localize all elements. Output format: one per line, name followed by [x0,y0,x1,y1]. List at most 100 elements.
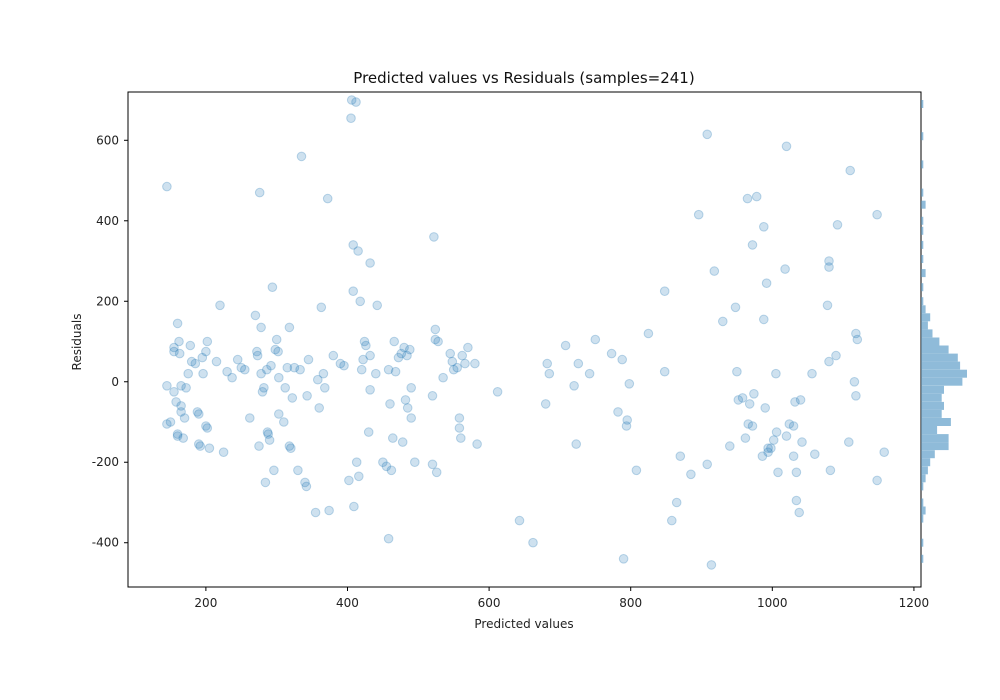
scatter-point [176,401,186,411]
scatter-point [780,264,790,274]
histogram-bar [921,442,949,451]
scatter-point [766,443,776,454]
histogram-bar [921,353,958,362]
scatter-point [751,191,762,202]
scatter-point [293,465,303,476]
scatter-point [204,443,215,454]
scatter-point [732,366,742,377]
scatter-point [335,358,346,369]
scatter-point [287,393,298,403]
y-tick-label: -400 [92,536,119,550]
scatter-point [383,533,394,544]
scatter-point [176,381,186,391]
scatter-point [185,340,196,351]
scatter-point [256,322,266,333]
scatter-point [227,372,237,383]
scatter-point [260,477,271,488]
scatter-point [363,427,374,437]
scatter-point [686,469,696,480]
scatter-point [300,477,310,488]
scatter-point [351,457,362,468]
histogram-bar [921,393,942,402]
histogram-bar [921,450,935,459]
scatter-point [763,443,773,454]
scatter-point [514,515,525,526]
marginal-histogram [921,100,967,563]
scatter-point [365,385,375,395]
scatter-point [807,368,817,379]
scatter-point [399,342,409,353]
scatter-point [202,336,213,347]
scatter-point [262,427,273,437]
scatter-point [659,286,670,297]
histogram-bar [921,385,944,394]
scatter-point [339,360,349,371]
scatter-point [316,302,327,313]
scatter-point [784,419,795,429]
scatter-point [324,505,334,516]
scatter-point [810,449,820,460]
scatter-point [759,314,769,325]
scatter-point [215,300,225,311]
histogram-bar [921,514,924,523]
scatter-point [631,465,642,476]
scatter-point [320,383,330,393]
scatter-point [831,350,841,361]
scatter-point [351,97,361,107]
scatter-point [267,282,278,293]
histogram-bar [921,434,949,443]
scatter-point [702,129,713,140]
scatter-point [725,441,735,451]
histogram-bar [921,506,926,515]
scatter-point [162,381,172,391]
scatter-point [824,356,834,367]
scatter-point [463,342,473,353]
scatter-point [381,461,392,472]
scatter-point [269,465,279,476]
scatter-point [560,340,571,351]
histogram-bar [921,305,926,314]
scatter-point [718,316,728,327]
scatter-point [328,350,339,361]
histogram-bar [921,418,951,426]
x-axis: 200 400 600 800 1000 1200 [194,587,929,610]
histogram-bar [921,337,940,346]
scatter-point [742,193,753,204]
scatter-point [289,362,300,373]
scatter-point [284,441,295,451]
histogram-bar [921,377,963,386]
scatter-point [171,397,181,407]
scatter-point [322,193,333,204]
scatter-point [165,417,176,427]
scatter-point [346,95,357,105]
scatter-point [344,475,354,486]
scatter-point [643,328,654,339]
scatter-point [454,413,465,423]
scatter-point [264,435,275,445]
x-axis-label: Predicted values [474,617,573,631]
scatter-point [318,368,329,379]
scatter-point [540,399,551,409]
scatter-point [271,334,282,345]
scatter-point [186,356,197,367]
scatter-point [262,364,272,375]
scatter-point [402,403,413,413]
scatter-point [354,471,364,482]
scatter-point [254,187,265,198]
scatter-point [747,421,758,431]
scatter-point [400,395,411,405]
scatter-point [240,364,250,375]
scatter-points [162,95,890,570]
scatter-point [794,507,805,518]
histogram-bar [921,498,924,507]
scatter-point [279,417,289,427]
scatter-point [733,395,744,405]
scatter-point [406,383,417,393]
scatter-point [410,457,420,468]
scatter-point [178,433,188,443]
scatter-point [198,368,208,379]
scatter-point [797,437,807,447]
scatter-point [671,497,682,508]
y-tick-label: 0 [111,375,119,389]
scatter-point [176,407,186,417]
